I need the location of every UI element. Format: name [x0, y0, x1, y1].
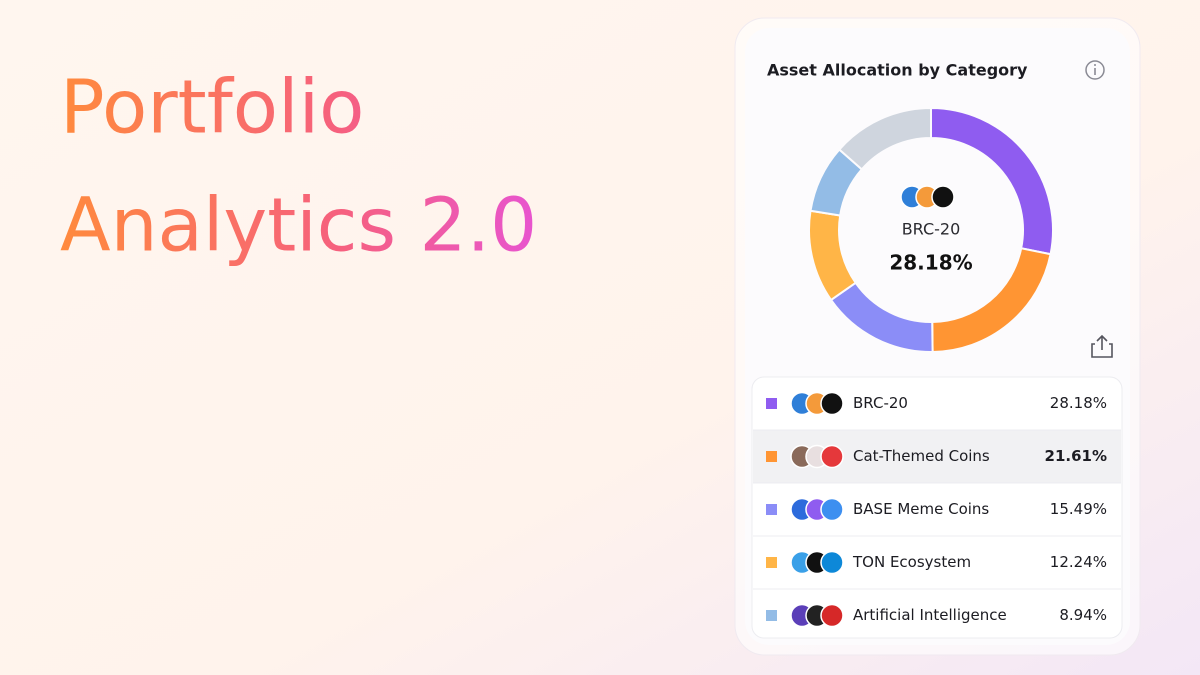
info-icon[interactable] — [1085, 60, 1105, 80]
legend-value: 15.49% — [1050, 500, 1107, 518]
legend-label: Cat-Themed Coins — [853, 447, 990, 465]
token-icon — [820, 391, 844, 416]
legend-swatch — [766, 398, 777, 409]
share-icon[interactable] — [1091, 334, 1113, 358]
token-icon — [820, 444, 844, 469]
token-icon — [820, 497, 844, 522]
donut-segment — [837, 106, 932, 171]
headline: Analytics 2.0 — [60, 183, 537, 269]
legend-swatch — [766, 504, 777, 515]
legend-value: 21.61% — [1045, 447, 1107, 465]
token-icon — [820, 603, 844, 628]
legend-label: BASE Meme Coins — [853, 500, 989, 518]
legend-swatch — [766, 557, 777, 568]
donut — [808, 106, 1054, 354]
legend-value: 12.24% — [1050, 553, 1107, 571]
legend-label: TON Ecosystem — [852, 553, 971, 571]
legend-label: BRC-20 — [853, 394, 908, 412]
legend-swatch — [766, 451, 777, 462]
legend: BRC-20 28.18% Cat-Themed Coins 21.61% BASE M… — [753, 391, 1121, 628]
card-title: Asset Allocation by Category — [767, 61, 1028, 80]
token-icon — [820, 550, 844, 575]
center-value: 28.18% — [889, 251, 972, 275]
legend-swatch — [766, 610, 777, 621]
center-label: BRC-20 — [902, 220, 961, 239]
center-icons — [900, 185, 955, 209]
legend-value: 28.18% — [1050, 394, 1107, 412]
legend-value: 8.94% — [1059, 606, 1107, 624]
headline: Portfolio — [60, 65, 364, 151]
legend-label: Artificial Intelligence — [853, 606, 1007, 624]
